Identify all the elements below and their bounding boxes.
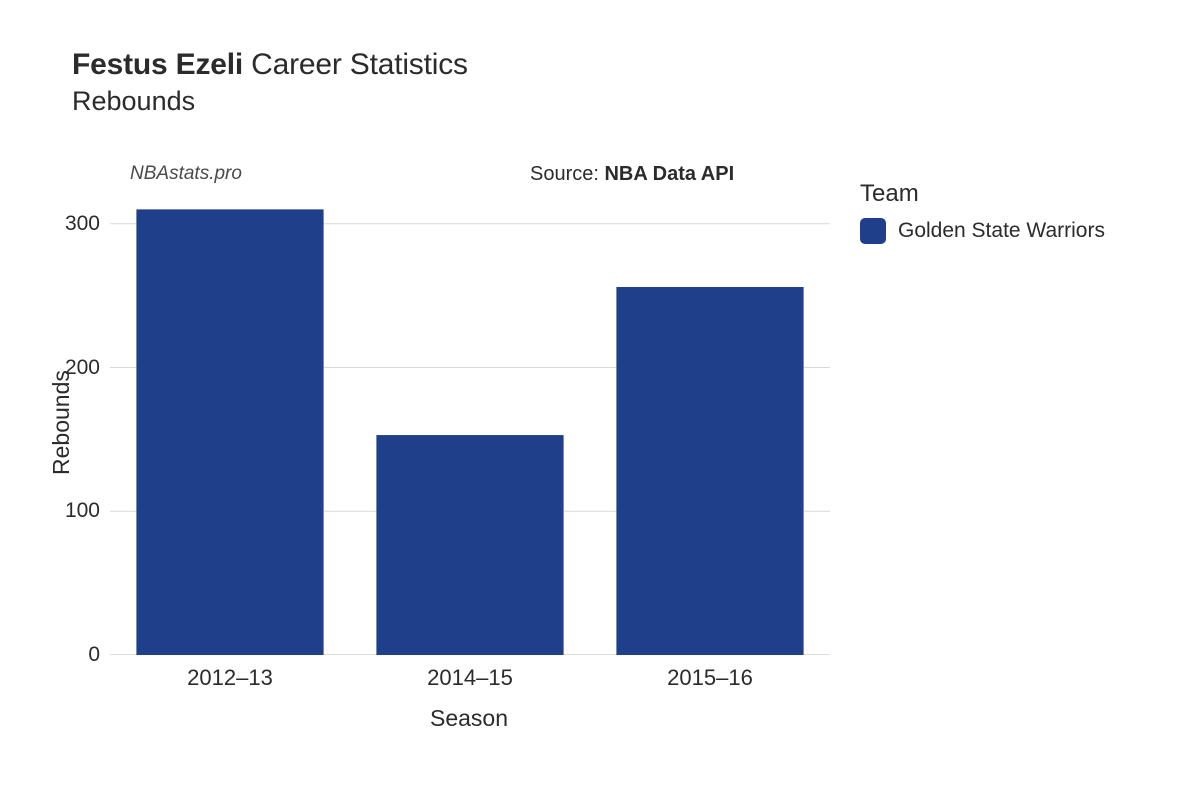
bar	[376, 435, 563, 655]
chart-title: Festus Ezeli Career Statistics	[72, 48, 468, 82]
y-tick-label: 300	[65, 212, 110, 236]
title-player: Festus Ezeli	[72, 48, 243, 81]
plot-area: 01002003002012–132014–152015–16	[110, 195, 830, 655]
watermark-text: NBAstats.pro	[130, 163, 242, 185]
x-tick-label: 2015–16	[667, 655, 753, 691]
y-tick-label: 100	[65, 499, 110, 523]
source-name: NBA Data API	[604, 163, 734, 185]
x-tick-label: 2012–13	[187, 655, 273, 691]
page: Festus Ezeli Career Statistics Rebounds …	[0, 0, 1200, 800]
x-tick-label: 2014–15	[427, 655, 513, 691]
bar	[136, 209, 323, 655]
plot-svg	[110, 195, 830, 655]
title-suffix: Career Statistics	[243, 48, 468, 81]
legend: Team Golden State Warriors	[860, 180, 1105, 244]
bar	[616, 287, 803, 655]
chart-subtitle: Rebounds	[72, 86, 468, 117]
source-attribution: Source: NBA Data API	[530, 163, 734, 186]
source-prefix: Source:	[530, 163, 604, 185]
legend-title: Team	[860, 180, 1105, 208]
chart-title-block: Festus Ezeli Career Statistics Rebounds	[72, 48, 468, 117]
y-tick-label: 200	[65, 356, 110, 380]
legend-label: Golden State Warriors	[898, 219, 1105, 243]
legend-items: Golden State Warriors	[860, 218, 1105, 244]
legend-swatch	[860, 218, 886, 244]
x-axis-label: Season	[430, 705, 508, 732]
legend-item: Golden State Warriors	[860, 218, 1105, 244]
y-tick-label: 0	[88, 643, 110, 667]
y-axis-label: Rebounds	[48, 370, 75, 475]
